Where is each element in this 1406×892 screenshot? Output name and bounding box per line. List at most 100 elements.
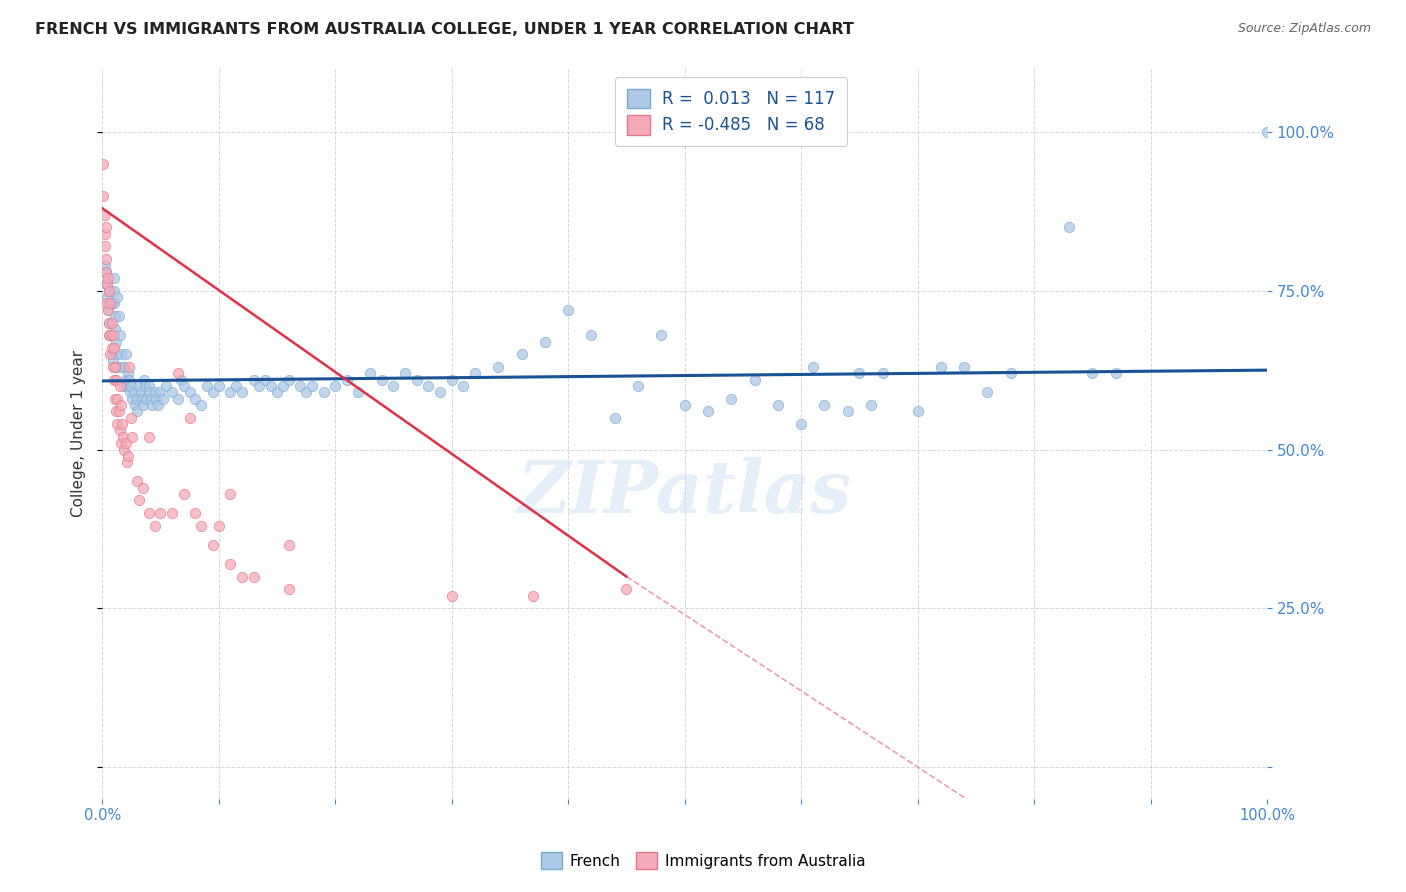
Point [179,410,201,425]
Legend: R =  0.013   N = 117, R = -0.485   N = 68: R = 0.013 N = 117, R = -0.485 N = 68 [616,77,846,146]
Point [790,417,813,431]
Point [98,316,121,330]
Point [120,385,142,400]
Point [201,538,224,552]
Point [184,506,207,520]
Point [405,373,427,387]
Point [98,296,121,310]
Point [103,284,125,298]
Point [167,392,190,406]
Point [94,252,117,266]
Point [96,290,118,304]
Point [464,367,486,381]
Point [766,398,789,412]
Point [929,359,952,374]
Point [112,379,135,393]
Point [557,302,579,317]
Point [105,347,128,361]
Point [98,328,121,343]
Point [105,404,128,418]
Point [673,398,696,412]
Point [208,379,231,393]
Point [97,302,120,317]
Point [105,359,128,374]
Point [603,410,626,425]
Point [295,385,318,400]
Point [135,392,157,406]
Point [208,518,231,533]
Point [131,392,153,406]
Point [98,284,121,298]
Point [249,379,271,393]
Point [103,341,125,355]
Point [112,430,135,444]
Point [225,379,247,393]
Point [1104,367,1126,381]
Point [347,385,370,400]
Point [93,157,115,171]
Point [108,424,131,438]
Point [98,328,121,343]
Point [111,359,134,374]
Point [96,277,118,292]
Point [132,398,155,412]
Point [94,277,117,292]
Point [627,379,650,393]
Point [93,188,115,202]
Point [242,373,264,387]
Point [336,373,359,387]
Point [418,379,440,393]
Point [98,284,121,298]
Point [1256,125,1278,139]
Point [94,265,117,279]
Point [837,404,859,418]
Point [105,290,128,304]
Point [107,404,129,418]
Point [143,385,166,400]
Point [122,385,145,400]
Point [323,379,346,393]
Point [129,385,152,400]
Point [112,442,135,457]
Point [201,385,224,400]
Y-axis label: College, Under 1 year: College, Under 1 year [72,350,86,517]
Point [301,379,323,393]
Point [101,328,124,343]
Point [97,271,120,285]
Point [231,385,253,400]
Point [149,506,172,520]
Point [266,385,288,400]
Point [105,417,128,431]
Point [101,353,124,368]
Point [112,359,135,374]
Point [312,385,335,400]
Point [616,582,638,597]
Point [359,367,381,381]
Point [219,557,242,571]
Point [290,379,312,393]
Point [103,296,125,310]
Point [100,296,122,310]
Point [219,385,242,400]
Point [152,392,174,406]
Point [953,359,976,374]
Point [114,373,136,387]
Point [534,334,557,349]
Point [128,379,150,393]
Point [138,385,160,400]
Point [510,347,533,361]
Point [173,379,195,393]
Point [429,385,451,400]
Point [100,316,122,330]
Point [104,359,127,374]
Point [127,404,149,418]
Point [98,316,121,330]
Point [382,379,405,393]
Point [190,518,212,533]
Point [98,328,121,343]
Point [100,341,122,355]
Point [149,385,172,400]
Point [697,404,720,418]
Point [111,417,134,431]
Point [132,481,155,495]
